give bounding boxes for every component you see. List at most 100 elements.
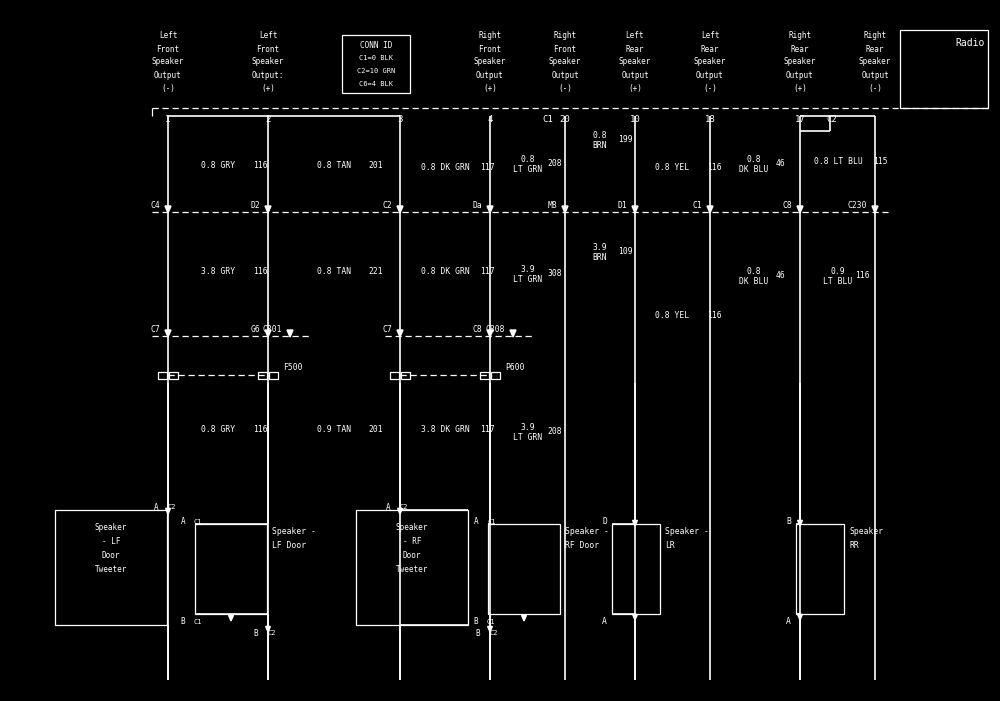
Text: LT GRN: LT GRN [513, 433, 543, 442]
Polygon shape [633, 520, 637, 526]
Text: BRN: BRN [593, 252, 607, 261]
Text: Front: Front [553, 44, 577, 53]
Text: 0.9: 0.9 [831, 268, 845, 276]
Text: Output: Output [696, 71, 724, 79]
Text: 46: 46 [775, 160, 785, 168]
Text: A: A [180, 517, 185, 526]
Polygon shape [397, 206, 403, 213]
Text: C8: C8 [472, 325, 482, 334]
Text: Speaker: Speaker [252, 57, 284, 67]
Bar [796, 524, 844, 614]
Text: (+): (+) [793, 83, 807, 93]
Text: 208: 208 [548, 160, 562, 168]
Polygon shape [229, 615, 233, 621]
Text: RF Door: RF Door [565, 540, 599, 550]
Text: B: B [253, 629, 258, 637]
Text: P600: P600 [505, 362, 524, 372]
Text: Output: Output [861, 71, 889, 79]
Text: Output: Output [154, 71, 182, 79]
Text: 117: 117 [480, 268, 494, 276]
Text: (-): (-) [161, 83, 175, 93]
Text: B: B [473, 618, 478, 627]
Text: 0.8 TAN: 0.8 TAN [317, 268, 351, 276]
Text: (-): (-) [868, 83, 882, 93]
Text: G6: G6 [250, 325, 260, 334]
Polygon shape [397, 330, 403, 337]
Text: 1: 1 [165, 116, 171, 125]
Text: 116: 116 [707, 311, 721, 320]
Text: Da: Da [472, 200, 482, 210]
Text: C2: C2 [399, 504, 408, 510]
Text: Rear: Rear [626, 44, 644, 53]
Polygon shape [487, 330, 493, 337]
Text: C2: C2 [167, 504, 176, 510]
Text: C1: C1 [487, 519, 496, 525]
Polygon shape [872, 206, 878, 213]
Text: D2: D2 [250, 200, 260, 210]
Text: B: B [180, 618, 185, 627]
Text: Rear: Rear [866, 44, 884, 53]
Bar [169, 372, 178, 379]
Bar [342, 35, 410, 93]
Text: Right: Right [788, 32, 812, 41]
Text: BRN: BRN [593, 140, 607, 149]
Text: 0.8 TAN: 0.8 TAN [317, 161, 351, 170]
Polygon shape [265, 330, 271, 337]
Text: Output: Output [621, 71, 649, 79]
Text: C7: C7 [150, 325, 160, 334]
Text: C2: C2 [382, 200, 392, 210]
Text: Speaker: Speaker [694, 57, 726, 67]
Text: Tweeter: Tweeter [396, 566, 428, 575]
Text: Output: Output [551, 71, 579, 79]
Text: 308: 308 [548, 269, 562, 278]
Text: 3.8 GRY: 3.8 GRY [201, 268, 235, 276]
Text: Speaker -: Speaker - [272, 527, 316, 536]
Bar [488, 524, 560, 614]
Text: C2: C2 [827, 116, 837, 125]
Text: 0.8: 0.8 [747, 156, 761, 165]
Text: 201: 201 [369, 426, 383, 435]
Text: A: A [602, 618, 607, 627]
Text: C7: C7 [382, 325, 392, 334]
Polygon shape [287, 330, 293, 337]
Polygon shape [265, 206, 271, 213]
Text: 0.8 GRY: 0.8 GRY [201, 161, 235, 170]
Text: Speaker: Speaker [849, 527, 883, 536]
Text: LT GRN: LT GRN [513, 275, 543, 283]
Text: Right: Right [553, 32, 577, 41]
Text: C2: C2 [267, 630, 276, 636]
Bar [356, 510, 468, 625]
Text: C2: C2 [489, 630, 498, 636]
Text: Left: Left [259, 32, 277, 41]
Text: C6=4 BLK: C6=4 BLK [359, 81, 393, 87]
Text: Front: Front [156, 44, 180, 53]
Text: Output: Output [476, 71, 504, 79]
Text: F500: F500 [283, 362, 302, 372]
Text: Rear: Rear [701, 44, 719, 53]
Polygon shape [510, 330, 516, 337]
Text: Radio: Radio [956, 38, 985, 48]
Text: LR: LR [665, 540, 675, 550]
Text: Speaker -: Speaker - [565, 527, 609, 536]
Text: 17: 17 [795, 116, 805, 125]
Polygon shape [797, 206, 803, 213]
Text: C1=0 BLK: C1=0 BLK [359, 55, 393, 61]
Text: 116: 116 [253, 426, 267, 435]
Text: Speaker: Speaker [859, 57, 891, 67]
Text: Door: Door [403, 552, 421, 561]
Text: Tweeter: Tweeter [95, 566, 127, 575]
Polygon shape [166, 508, 170, 514]
Text: C1: C1 [692, 200, 702, 210]
Text: Speaker -: Speaker - [665, 527, 709, 536]
Polygon shape [487, 206, 493, 213]
Text: 0.8 GRY: 0.8 GRY [201, 426, 235, 435]
Polygon shape [798, 520, 802, 526]
Text: 2: 2 [265, 116, 271, 125]
Text: 116: 116 [253, 161, 267, 170]
Text: C4: C4 [150, 200, 160, 210]
Text: 3.9: 3.9 [593, 243, 607, 252]
Polygon shape [165, 330, 171, 337]
Text: Right: Right [478, 32, 502, 41]
Text: C2=10 GRN: C2=10 GRN [357, 68, 395, 74]
Text: A: A [786, 618, 791, 627]
